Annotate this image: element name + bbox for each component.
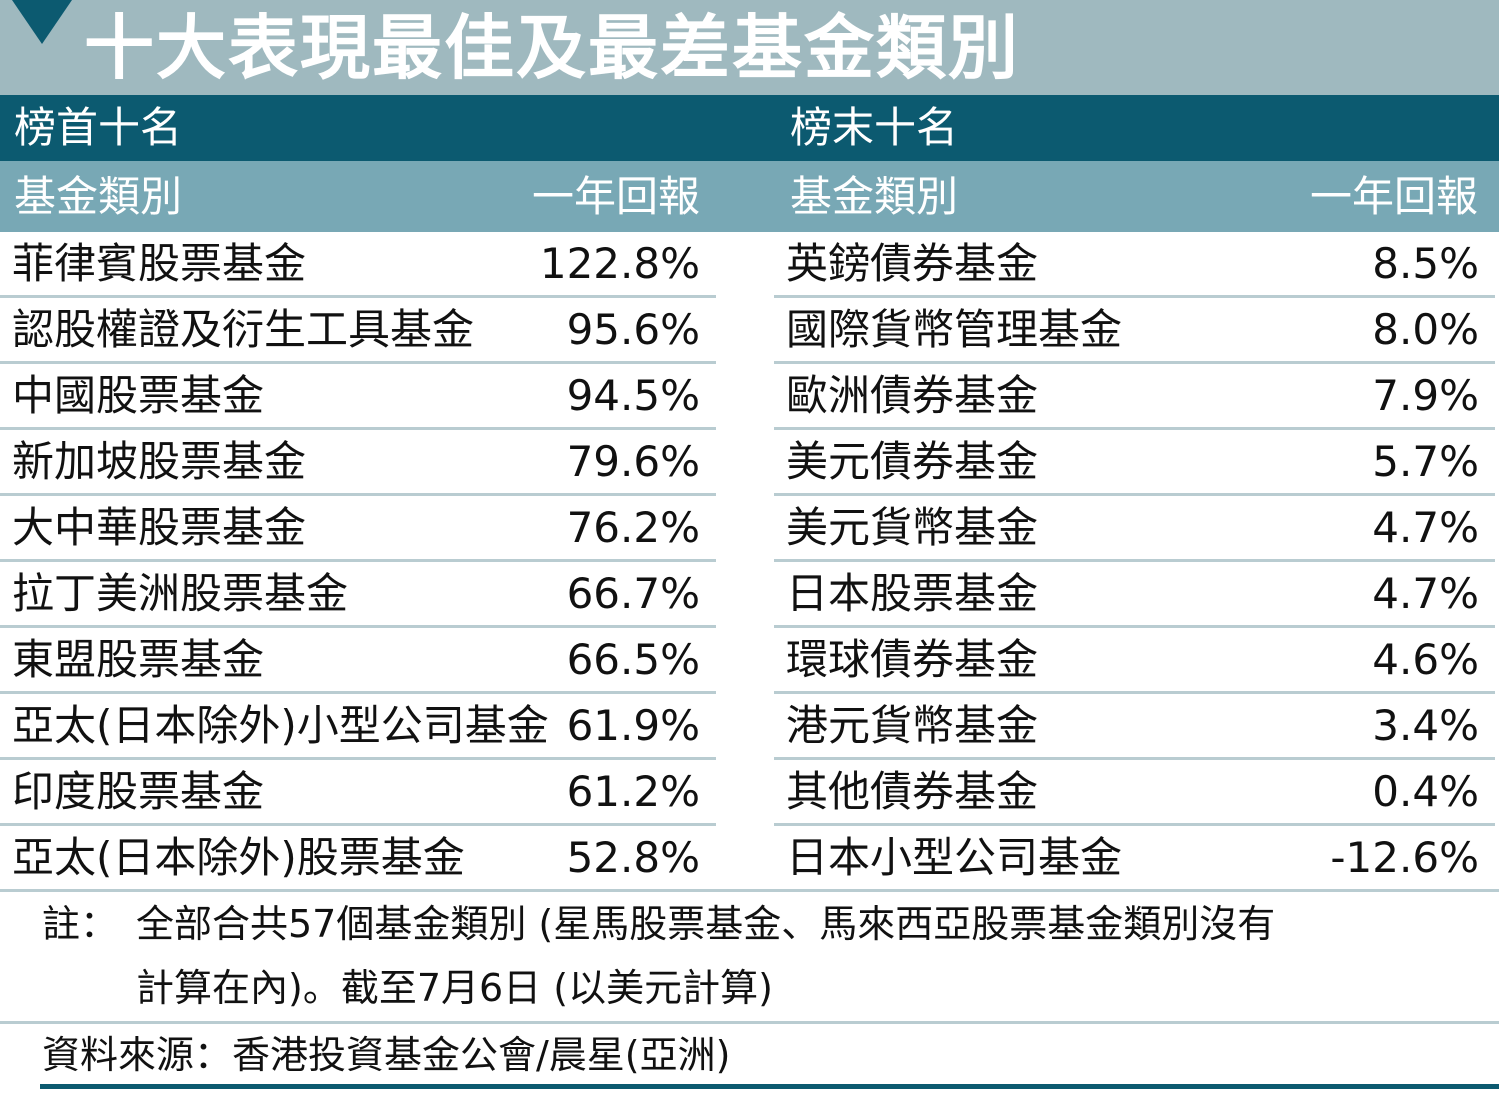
note-divider <box>0 1021 1499 1024</box>
top-ten-fund-name: 亞太(日本除外)小型公司基金 <box>12 701 549 750</box>
top-ten-one-year-return: 52.8% <box>566 833 700 882</box>
top-ten-fund-name: 東盟股票基金 <box>12 635 265 684</box>
top-ten-fund-name: 拉丁美洲股票基金 <box>12 569 349 618</box>
note-line-2: 計算在內)。截至7月6日 (以美元計算) <box>136 966 773 1010</box>
bottom-ten-label: 榜末十名 <box>790 103 959 152</box>
top-ten-row: 中國股票基金 94.5% <box>0 364 716 430</box>
note-line-1: 全部合共57個基金類別 (星馬股票基金、馬來西亞股票基金類別沒有 <box>136 902 1276 946</box>
top-ten-list: 菲律賓股票基金 122.8% 認股權證及衍生工具基金 95.6% 中國股票基金 94.5%… <box>0 232 716 892</box>
bottom-column-return-header: 一年回報 <box>1309 172 1478 221</box>
top-ten-fund-name: 印度股票基金 <box>12 767 265 816</box>
note-label: 註： <box>42 902 119 946</box>
top-ten-fund-name: 新加坡股票基金 <box>12 437 307 486</box>
top-ten-row: 亞太(日本除外)股票基金 52.8% <box>0 826 716 892</box>
bottom-ten-fund-name: 其他債券基金 <box>786 767 1039 816</box>
bottom-ten-fund-name: 英鎊債券基金 <box>786 239 1039 288</box>
bottom-ten-one-year-return: 8.0% <box>1372 305 1479 354</box>
footer-rule <box>40 1084 1499 1089</box>
bottom-ten-one-year-return: 4.7% <box>1372 569 1479 618</box>
top-ten-one-year-return: 66.5% <box>566 635 700 684</box>
bottom-ten-fund-name: 日本小型公司基金 <box>786 833 1123 882</box>
bottom-ten-one-year-return: 5.7% <box>1372 437 1479 486</box>
bottom-ten-row: 港元貨幣基金 3.4% <box>774 694 1495 760</box>
top-column-return-header: 一年回報 <box>531 172 700 221</box>
page-title: 十大表現最佳及最差基金類別 <box>84 7 1020 89</box>
top-ten-one-year-return: 66.7% <box>566 569 700 618</box>
top-ten-fund-name: 菲律賓股票基金 <box>12 239 307 288</box>
bottom-ten-fund-name: 國際貨幣管理基金 <box>786 305 1123 354</box>
top-ten-fund-name: 中國股票基金 <box>12 371 265 420</box>
top-ten-row: 印度股票基金 61.2% <box>0 760 716 826</box>
bottom-ten-row: 日本股票基金 4.7% <box>774 562 1495 628</box>
source-text: 資料來源：香港投資基金公會/晨星(亞洲) <box>42 1033 731 1077</box>
top-ten-row: 亞太(日本除外)小型公司基金 61.9% <box>0 694 716 760</box>
table-bottom-divider <box>0 889 1499 892</box>
bottom-ten-row: 美元債券基金 5.7% <box>774 430 1495 496</box>
top-ten-row: 認股權證及衍生工具基金 95.6% <box>0 298 716 364</box>
rank-header-bar: 榜首十名 榜末十名 <box>0 95 1499 161</box>
top-ten-row: 拉丁美洲股票基金 66.7% <box>0 562 716 628</box>
bottom-ten-fund-name: 美元貨幣基金 <box>786 503 1039 552</box>
bottom-ten-fund-name: 歐洲債券基金 <box>786 371 1039 420</box>
bottom-column-name-header: 基金類別 <box>790 172 959 221</box>
bottom-ten-row: 美元貨幣基金 4.7% <box>774 496 1495 562</box>
bottom-ten-one-year-return: 0.4% <box>1372 767 1479 816</box>
bottom-ten-fund-name: 日本股票基金 <box>786 569 1039 618</box>
top-ten-one-year-return: 79.6% <box>566 437 700 486</box>
title-bar: 十大表現最佳及最差基金類別 <box>0 0 1499 95</box>
top-column-name-header: 基金類別 <box>14 172 183 221</box>
top-ten-row: 東盟股票基金 66.5% <box>0 628 716 694</box>
bottom-ten-row: 國際貨幣管理基金 8.0% <box>774 298 1495 364</box>
bottom-ten-row: 其他債券基金 0.4% <box>774 760 1495 826</box>
bottom-ten-fund-name: 美元債券基金 <box>786 437 1039 486</box>
top-ten-row: 菲律賓股票基金 122.8% <box>0 232 716 298</box>
triangle-marker-icon <box>12 0 72 44</box>
bottom-ten-list: 英鎊債券基金 8.5% 國際貨幣管理基金 8.0% 歐洲債券基金 7.9% 美元債券基金 5.… <box>774 232 1495 892</box>
bottom-ten-one-year-return: 4.6% <box>1372 635 1479 684</box>
top-ten-one-year-return: 122.8% <box>539 239 700 288</box>
top-ten-one-year-return: 94.5% <box>566 371 700 420</box>
bottom-ten-row: 英鎊債券基金 8.5% <box>774 232 1495 298</box>
bottom-ten-row: 日本小型公司基金 -12.6% <box>774 826 1495 892</box>
bottom-ten-row: 歐洲債券基金 7.9% <box>774 364 1495 430</box>
bottom-ten-one-year-return: 4.7% <box>1372 503 1479 552</box>
top-ten-row: 新加坡股票基金 79.6% <box>0 430 716 496</box>
top-ten-one-year-return: 61.9% <box>566 701 700 750</box>
top-ten-fund-name: 亞太(日本除外)股票基金 <box>12 833 465 882</box>
bottom-ten-one-year-return: 3.4% <box>1372 701 1479 750</box>
bottom-ten-one-year-return: 8.5% <box>1372 239 1479 288</box>
column-header-bar: 基金類別 一年回報 基金類別 一年回報 <box>0 161 1499 232</box>
top-ten-row: 大中華股票基金 76.2% <box>0 496 716 562</box>
top-ten-one-year-return: 76.2% <box>566 503 700 552</box>
top-ten-one-year-return: 95.6% <box>566 305 700 354</box>
bottom-ten-fund-name: 環球債券基金 <box>786 635 1039 684</box>
top-ten-fund-name: 大中華股票基金 <box>12 503 307 552</box>
top-ten-one-year-return: 61.2% <box>566 767 700 816</box>
bottom-ten-fund-name: 港元貨幣基金 <box>786 701 1039 750</box>
bottom-ten-row: 環球債券基金 4.6% <box>774 628 1495 694</box>
top-ten-fund-name: 認股權證及衍生工具基金 <box>12 305 475 354</box>
bottom-ten-one-year-return: 7.9% <box>1372 371 1479 420</box>
bottom-ten-one-year-return: -12.6% <box>1330 833 1479 882</box>
top-ten-label: 榜首十名 <box>14 103 183 152</box>
